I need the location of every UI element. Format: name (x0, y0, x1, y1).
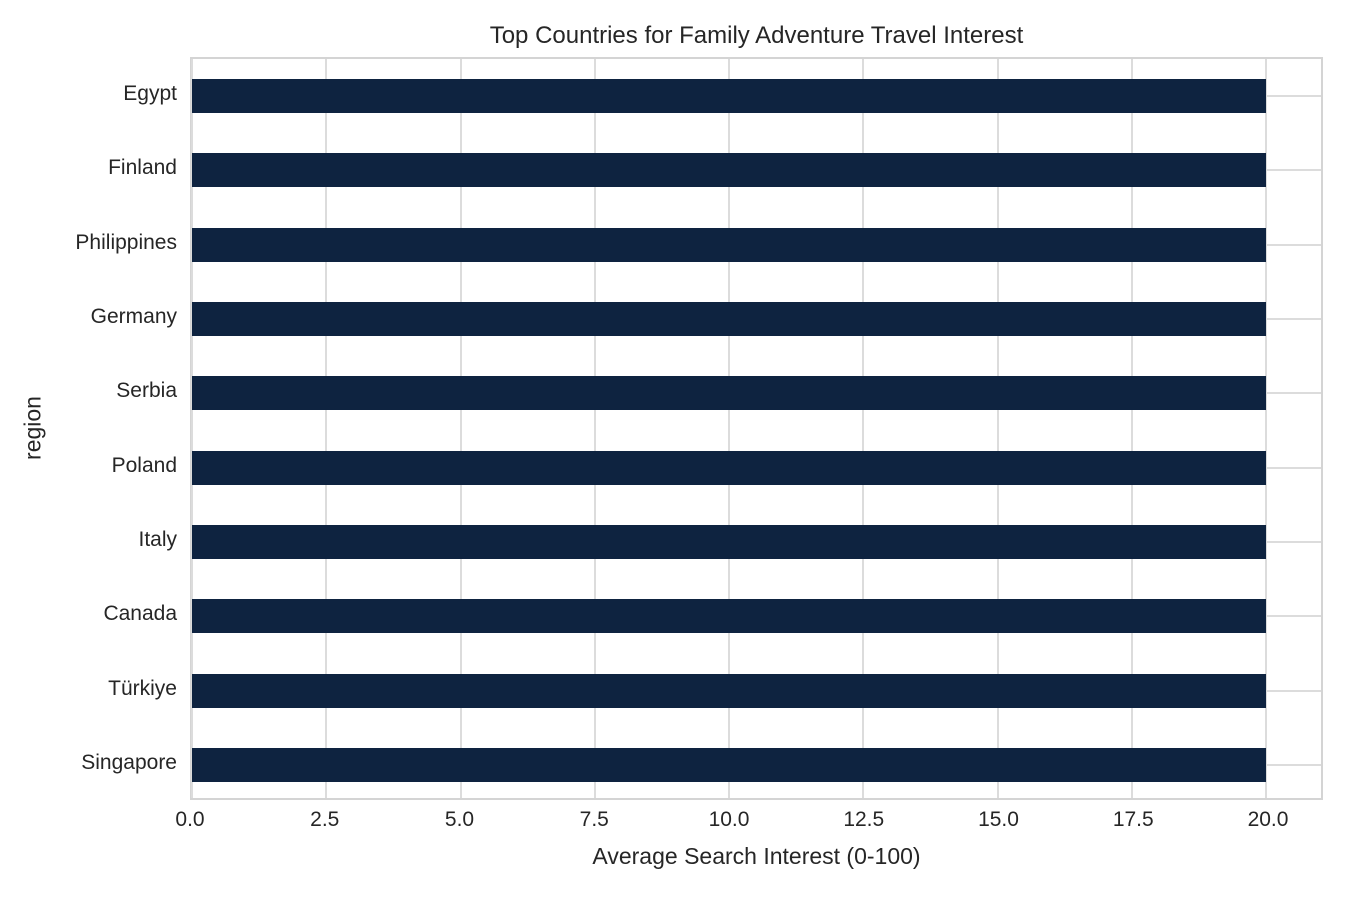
x-axis-label: Average Search Interest (0-100) (592, 843, 921, 869)
x-tick-label: 7.5 (579, 808, 609, 831)
vertical-gridline (1130, 59, 1133, 798)
y-axis-tick-labels: Egypt Finland Philippines Germany Serbia Pola… (0, 57, 177, 800)
y-tick-label: Canada (103, 602, 177, 626)
y-tick-label: Egypt (123, 82, 177, 106)
bar-canada (192, 599, 1267, 634)
plot-area (190, 57, 1323, 800)
vertical-gridline (191, 59, 193, 798)
x-tick-label: 10.0 (708, 808, 750, 831)
vertical-gridline (996, 59, 999, 798)
x-tick-label: 5.0 (444, 808, 475, 831)
y-tick-label: Serbia (116, 379, 177, 403)
y-tick-label: Germany (90, 305, 177, 329)
bar-italy (192, 524, 1267, 559)
chart-title: Top Countries for Family Adventure Trave… (489, 22, 1024, 49)
bar-egypt (192, 79, 1267, 114)
vertical-gridline (862, 59, 865, 798)
y-tick-label: Singapore (81, 750, 177, 774)
vertical-gridline (459, 59, 462, 798)
bar-türkiye (192, 673, 1267, 708)
vertical-gridline (1265, 59, 1268, 798)
bar-poland (192, 450, 1267, 485)
x-tick-label: 20.0 (1247, 808, 1289, 831)
x-tick-label: 0.0 (175, 808, 205, 831)
bar-singapore (192, 747, 1267, 782)
vertical-gridline (593, 59, 596, 798)
vertical-gridline (325, 59, 328, 798)
y-tick-label: Finland (108, 156, 177, 180)
bar-germany (192, 302, 1267, 337)
bar-finland (192, 153, 1267, 188)
bar-serbia (192, 376, 1267, 411)
x-tick-label: 15.0 (978, 808, 1019, 831)
y-tick-label: Italy (138, 527, 177, 551)
bar-philippines (192, 227, 1267, 262)
x-tick-label: 2.5 (310, 808, 340, 831)
y-tick-label: Poland (111, 453, 177, 477)
x-tick-label: 17.5 (1112, 808, 1154, 831)
y-tick-label: Philippines (75, 230, 177, 254)
x-axis-tick-labels: 0.0 2.5 5.0 7.5 10.0 12.5 15.0 17.5 20.0 (175, 808, 1323, 836)
x-tick-label: 12.5 (843, 808, 885, 831)
vertical-gridline (728, 59, 731, 798)
y-tick-label: Türkiye (108, 676, 177, 700)
